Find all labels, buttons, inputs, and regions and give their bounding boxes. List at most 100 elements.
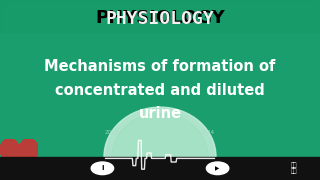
- Bar: [0, 110, 320, 112]
- Bar: [0, 153, 320, 155]
- Bar: [0, 25, 320, 27]
- Text: i: i: [101, 165, 104, 171]
- Bar: [0, 135, 320, 137]
- Bar: [0, 88, 320, 90]
- Text: concentrated and diluted: concentrated and diluted: [55, 82, 265, 98]
- Bar: [0, 77, 320, 79]
- Bar: [0, 149, 320, 151]
- Text: urine: urine: [139, 106, 181, 121]
- Bar: [0, 160, 320, 162]
- Bar: [0, 97, 320, 99]
- Bar: [0, 41, 320, 43]
- Bar: [0, 175, 320, 176]
- Circle shape: [206, 162, 229, 175]
- Bar: [0, 106, 320, 108]
- Bar: [0, 0, 320, 32]
- Bar: [0, 16, 320, 18]
- Bar: [0, 36, 320, 38]
- Bar: [0, 171, 320, 173]
- Bar: [0, 86, 320, 88]
- Bar: [0, 133, 320, 135]
- Bar: [0, 142, 320, 144]
- Bar: [0, 32, 320, 34]
- Bar: [0, 176, 320, 178]
- Bar: [0, 72, 320, 74]
- Bar: [0, 115, 320, 117]
- Bar: [0, 13, 320, 14]
- Bar: [0, 79, 320, 81]
- Bar: [0, 22, 320, 23]
- Bar: [0, 50, 320, 52]
- Bar: [0, 38, 320, 40]
- Bar: [0, 157, 320, 158]
- Bar: [0, 140, 320, 142]
- Bar: [0, 137, 320, 139]
- Bar: [0, 173, 320, 175]
- Bar: [0, 63, 320, 65]
- Bar: [0, 146, 320, 148]
- Bar: [0, 128, 320, 130]
- Bar: [0, 4, 320, 5]
- Text: 2024: 2024: [201, 130, 215, 135]
- Bar: [0, 104, 320, 106]
- Bar: [0, 155, 320, 157]
- Bar: [0, 131, 320, 133]
- Bar: [0, 148, 320, 149]
- Bar: [0, 9, 320, 11]
- Bar: [0, 67, 320, 68]
- Bar: [0, 54, 320, 56]
- Bar: [0, 61, 320, 63]
- Bar: [0, 167, 320, 169]
- Text: PHYSIOLOGY: PHYSIOLOGY: [106, 10, 214, 28]
- Bar: [0, 40, 320, 41]
- Text: PHYSIOLOGY: PHYSIOLOGY: [106, 10, 214, 28]
- Bar: [0, 45, 320, 47]
- Bar: [0, 144, 320, 146]
- Bar: [0, 56, 320, 58]
- Bar: [0, 43, 320, 45]
- Bar: [0, 20, 320, 22]
- Bar: [0, 47, 320, 49]
- Ellipse shape: [104, 107, 216, 180]
- Bar: [0, 121, 320, 122]
- Text: 2023: 2023: [105, 130, 119, 135]
- Bar: [0, 31, 320, 32]
- Bar: [0, 158, 320, 160]
- Bar: [0, 95, 320, 97]
- Bar: [0, 74, 320, 76]
- Bar: [0, 117, 320, 119]
- Text: ▶: ▶: [215, 166, 220, 171]
- Bar: [0, 11, 320, 13]
- Ellipse shape: [112, 113, 208, 180]
- Bar: [0, 34, 320, 36]
- Bar: [0, 113, 320, 115]
- Bar: [0, 94, 320, 95]
- Bar: [0, 108, 320, 110]
- Bar: [0, 119, 320, 121]
- Bar: [0, 101, 320, 103]
- Bar: [0, 5, 320, 7]
- Bar: [0, 122, 320, 124]
- Bar: [0, 27, 320, 29]
- Bar: [0, 68, 320, 70]
- Bar: [0, 166, 320, 167]
- Bar: [0, 162, 320, 164]
- Bar: [0, 70, 320, 72]
- Bar: [0, 29, 320, 31]
- Text: PHYSIOLOGY: PHYSIOLOGY: [95, 9, 225, 27]
- Bar: [0, 83, 320, 85]
- Bar: [0, 14, 320, 16]
- Text: ⬛⬛
⬛⬛: ⬛⬛ ⬛⬛: [291, 162, 298, 174]
- Text: Mechanisms of formation of: Mechanisms of formation of: [44, 59, 276, 74]
- Bar: [0, 139, 320, 140]
- Bar: [0, 157, 320, 180]
- Bar: [0, 58, 320, 59]
- Bar: [0, 112, 320, 113]
- Bar: [0, 7, 320, 9]
- Bar: [0, 65, 320, 67]
- Bar: [0, 164, 320, 166]
- Bar: [0, 92, 320, 94]
- Text: -: -: [159, 126, 161, 131]
- Bar: [0, 0, 320, 2]
- Bar: [0, 81, 320, 83]
